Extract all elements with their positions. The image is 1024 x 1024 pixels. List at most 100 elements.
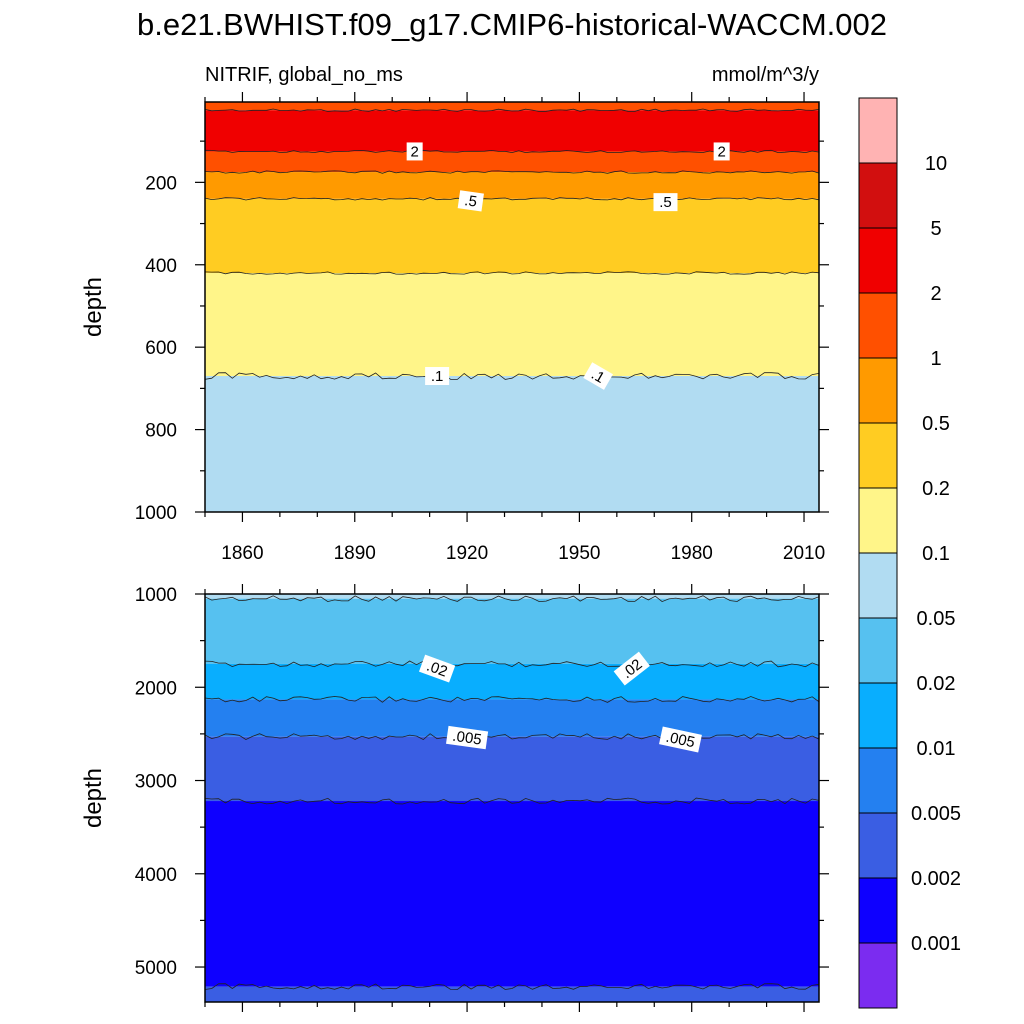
contour-line <box>205 271 819 275</box>
plot-area: 2 2 .5 .5 .1 .1 <box>205 102 819 512</box>
upper-panel: 2 2 .5 .5 .1 .1 1860 1890 1920 1950 1980 2010 200 400… <box>80 92 829 564</box>
contour-label-box <box>583 362 614 390</box>
contour-band <box>205 594 819 599</box>
x-tick-label: 1950 <box>558 543 600 564</box>
contour-label: 2 <box>406 142 423 161</box>
colorbar: 10 5 2 1 0.5 0.2 0.1 0.05 0.02 0.01 0.005 0.002 0.00… <box>858 97 961 1009</box>
y-tick-label: 200 <box>145 173 177 194</box>
colorbar-box <box>858 812 898 879</box>
contour-label-box <box>713 142 730 161</box>
x-tick-label: 1890 <box>334 543 376 564</box>
contour-line <box>205 372 819 380</box>
contour-label-box <box>406 142 423 161</box>
colorbar-label: 0.01 <box>917 738 956 760</box>
y-axis-label: depth <box>80 277 107 337</box>
contour-label: .005 <box>446 725 489 750</box>
x-tick-label: 1920 <box>446 543 488 564</box>
colorbar-label: 0.05 <box>917 608 956 630</box>
colorbar-box <box>858 487 898 554</box>
colorbar-label: 1 <box>930 348 941 370</box>
y-tick-label: 1000 <box>135 503 177 524</box>
colorbar-box <box>858 617 898 684</box>
contour-band <box>205 198 819 274</box>
y-tick-label: 400 <box>145 256 177 277</box>
contour-label-text: .005 <box>451 728 482 749</box>
contour-label-box <box>613 651 650 686</box>
contour-line <box>205 660 819 668</box>
colorbar-label: 5 <box>930 218 941 240</box>
contour-line <box>205 197 819 201</box>
contour-label-box <box>659 726 702 753</box>
colorbar-box <box>858 227 898 294</box>
colorbar-box <box>858 162 898 229</box>
plot-frame <box>204 593 820 1003</box>
contour-label-text: .005 <box>664 729 696 752</box>
colorbar-label: 0.005 <box>911 803 961 825</box>
x-tick-label: 1980 <box>671 543 713 564</box>
contour-label-text: .02 <box>424 658 449 681</box>
contour-label: .1 <box>425 367 450 386</box>
colorbar-box <box>858 942 898 1009</box>
variable-label: NITRIF, global_no_ms <box>205 64 403 86</box>
colorbar-label: 0.001 <box>911 933 961 955</box>
contour-label-box <box>425 367 450 386</box>
contour-label: .5 <box>457 190 484 212</box>
plot-frame <box>204 101 820 513</box>
contour-label: 2 <box>713 142 730 161</box>
contour-label: .02 <box>419 654 456 683</box>
colorbar-label: 0.02 <box>917 673 956 695</box>
colorbar-box <box>858 97 898 164</box>
contour-band <box>205 102 819 111</box>
colorbar-label: 2 <box>930 283 941 305</box>
contour-line <box>205 696 819 703</box>
contour-label-text: 2 <box>410 143 418 160</box>
contour-line <box>205 595 819 603</box>
contour-band <box>205 699 819 737</box>
contour-line <box>205 733 819 740</box>
contour-label-box <box>457 190 484 212</box>
contour-label: .005 <box>659 726 702 753</box>
colorbar-box <box>858 552 898 619</box>
contour-band <box>205 598 819 664</box>
contour-label-text: .1 <box>431 368 444 385</box>
x-tick-label: 1860 <box>221 543 263 564</box>
contour-label-text: .5 <box>463 192 478 211</box>
contour-line <box>205 170 819 174</box>
contour-label: .5 <box>653 193 678 212</box>
contour-band <box>205 151 819 173</box>
y-tick-label: 1000 <box>135 585 177 606</box>
contour-label-box <box>446 725 489 750</box>
contour-band <box>205 376 819 512</box>
colorbar-box <box>858 682 898 749</box>
colorbar-label: 0.002 <box>911 868 961 890</box>
y-tick-label: 3000 <box>135 772 177 793</box>
contour-band <box>205 801 819 987</box>
figure-title: b.e21.BWHIST.f09_g17.CMIP6-historical-WA… <box>137 7 887 42</box>
contour-line <box>205 983 819 990</box>
contour-line <box>205 797 819 805</box>
y-tick-label: 4000 <box>135 865 177 886</box>
colorbar-label: 0.1 <box>922 543 950 565</box>
colorbar-label: 10 <box>925 153 947 175</box>
y-tick-label: 2000 <box>135 678 177 699</box>
colorbar-box <box>858 747 898 814</box>
colorbar-box <box>858 357 898 424</box>
contour-band <box>205 172 819 199</box>
units-label: mmol/m^3/y <box>712 64 819 86</box>
contour-label-box <box>653 193 678 212</box>
contour-line <box>205 108 819 112</box>
colorbar-box <box>858 422 898 489</box>
x-tick-label: 2010 <box>783 543 825 564</box>
colorbar-box <box>858 292 898 359</box>
contour-label: .1 <box>583 362 614 390</box>
contour-label-text: 2 <box>717 143 725 160</box>
y-axis-label: depth <box>80 768 107 828</box>
colorbar-label: 0.2 <box>922 478 950 500</box>
colorbar-label: 0.5 <box>922 413 950 435</box>
contour-band <box>205 273 819 377</box>
contour-band <box>205 986 819 1002</box>
plot-area: .02.02.005.005 <box>205 594 819 1002</box>
colorbar-box <box>858 877 898 944</box>
